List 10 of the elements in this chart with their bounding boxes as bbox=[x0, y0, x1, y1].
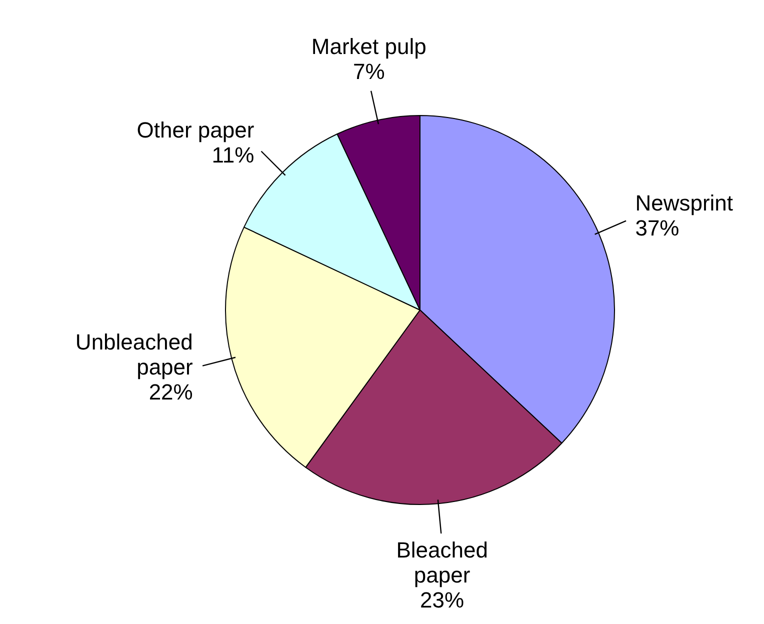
slice-label: Market pulp bbox=[311, 34, 426, 60]
slice-label: Bleached paper bbox=[396, 538, 488, 588]
data-label: 7% bbox=[352, 59, 385, 84]
slice-label: Unbleached paper bbox=[75, 329, 193, 380]
data-label: 23% bbox=[420, 588, 464, 613]
data-label: 37% bbox=[635, 215, 680, 240]
data-label: 22% bbox=[148, 379, 193, 404]
slice-label: Newsprint bbox=[635, 190, 734, 216]
data-label: 11% bbox=[212, 142, 254, 168]
slice-label: Other paper bbox=[136, 118, 254, 143]
